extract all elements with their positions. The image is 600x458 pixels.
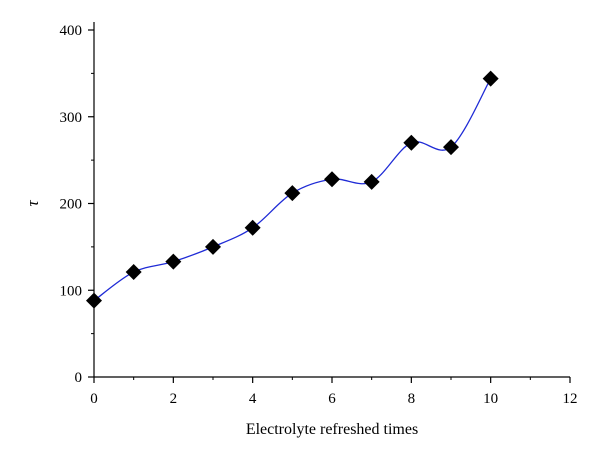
y-tick-label: 0 bbox=[75, 370, 83, 386]
data-point-diamond bbox=[403, 134, 420, 151]
x-tick-label: 8 bbox=[408, 391, 416, 407]
data-point-diamond bbox=[86, 292, 102, 309]
y-tick-label: 100 bbox=[60, 283, 83, 299]
x-tick-label: 4 bbox=[249, 391, 257, 407]
x-tick-label: 12 bbox=[563, 391, 578, 407]
data-points bbox=[86, 70, 499, 309]
x-tick-label: 2 bbox=[170, 391, 178, 407]
axes bbox=[93, 22, 570, 378]
y-ticks: 0 100 200 300 400 bbox=[60, 23, 94, 386]
x-axis-label: Electrolyte refreshed times bbox=[246, 421, 418, 438]
data-point-diamond bbox=[324, 171, 340, 188]
data-point-diamond bbox=[125, 264, 142, 281]
x-tick-label: 0 bbox=[90, 391, 98, 407]
data-point-diamond bbox=[443, 139, 459, 156]
x-tick-label: 10 bbox=[483, 391, 498, 407]
y-tick-label: 300 bbox=[60, 110, 83, 126]
data-point-diamond bbox=[284, 185, 301, 202]
y-tick-label: 200 bbox=[60, 197, 83, 213]
data-point-diamond bbox=[244, 219, 261, 236]
x-tick-label: 6 bbox=[328, 391, 336, 407]
x-ticks: 0 2 4 6 8 10 12 bbox=[90, 377, 578, 407]
data-point-diamond bbox=[363, 173, 380, 190]
data-point-diamond bbox=[205, 238, 221, 255]
y-axis-label: τ bbox=[23, 200, 42, 207]
data-point-diamond bbox=[482, 70, 499, 87]
y-tick-label: 400 bbox=[60, 23, 83, 39]
data-point-diamond bbox=[165, 253, 182, 270]
